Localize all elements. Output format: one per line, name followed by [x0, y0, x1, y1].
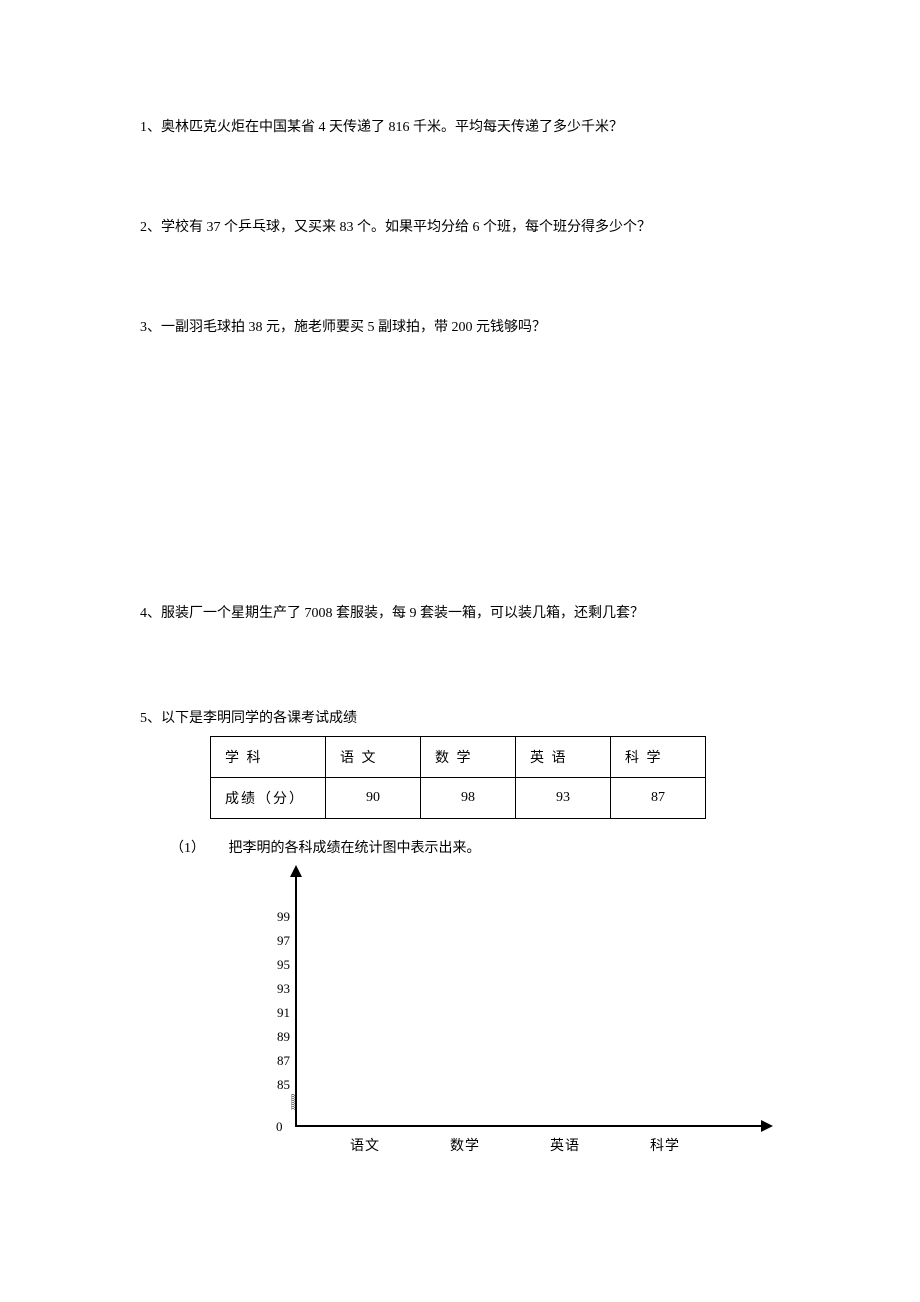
y-tick-label: 95	[260, 957, 290, 973]
y-axis-line	[295, 867, 297, 1127]
table-score-4: 87	[611, 777, 706, 818]
x-axis-label: 数学	[450, 1135, 480, 1155]
table-row-label: 成绩（分）	[211, 777, 326, 818]
table-header-col3: 英 语	[516, 736, 611, 777]
y-tick-label: 91	[260, 1005, 290, 1021]
question-2: 2、学校有 37 个乒乓球，又买来 83 个。如果平均分给 6 个班，每个班分得…	[140, 215, 780, 240]
question-1: 1、奥林匹克火炬在中国某省 4 天传递了 816 千米。平均每天传递了多少千米？	[140, 115, 780, 140]
y-tick-label: 97	[260, 933, 290, 949]
x-axis-arrow-icon	[761, 1120, 773, 1132]
x-axis-label: 英语	[550, 1135, 580, 1155]
sub-question-1: （1） 把李明的各科成绩在统计图中表示出来。	[170, 837, 780, 857]
table-header-subject: 学 科	[211, 736, 326, 777]
y-tick-label: 99	[260, 909, 290, 925]
sub-question-number: （1）	[170, 841, 205, 856]
axis-break-icon: ≈	[291, 1107, 297, 1110]
x-axis-line	[295, 1125, 765, 1127]
question-5-title: 5、以下是李明同学的各课考试成绩	[140, 706, 780, 731]
y-tick-label: 85	[260, 1077, 290, 1093]
sub-question-text: 把李明的各科成绩在统计图中表示出来。	[229, 841, 481, 856]
table-score-3: 93	[516, 777, 611, 818]
bar-chart-axes: 9997959391898785 0 ≈≈≈≈ 语文数学英语科学	[255, 867, 775, 1157]
y-axis-arrow-icon	[290, 865, 302, 877]
question-4: 4、服装厂一个星期生产了 7008 套服装，每 9 套装一箱，可以装几箱，还剩几…	[140, 601, 780, 626]
table-header-col1: 语 文	[326, 736, 421, 777]
table-row: 成绩（分） 90 98 93 87	[211, 777, 706, 818]
table-score-2: 98	[421, 777, 516, 818]
table-score-1: 90	[326, 777, 421, 818]
y-tick-label: 89	[260, 1029, 290, 1045]
table-row: 学 科 语 文 数 学 英 语 科 学	[211, 736, 706, 777]
table-header-col4: 科 学	[611, 736, 706, 777]
y-tick-label: 93	[260, 981, 290, 997]
zero-label: 0	[276, 1119, 283, 1135]
x-axis-label: 科学	[650, 1135, 680, 1155]
table-header-col2: 数 学	[421, 736, 516, 777]
x-axis-label: 语文	[350, 1135, 380, 1155]
score-table: 学 科 语 文 数 学 英 语 科 学 成绩（分） 90 98 93 87	[210, 736, 706, 819]
question-3: 3、一副羽毛球拍 38 元，施老师要买 5 副球拍，带 200 元钱够吗？	[140, 315, 780, 340]
y-tick-label: 87	[260, 1053, 290, 1069]
